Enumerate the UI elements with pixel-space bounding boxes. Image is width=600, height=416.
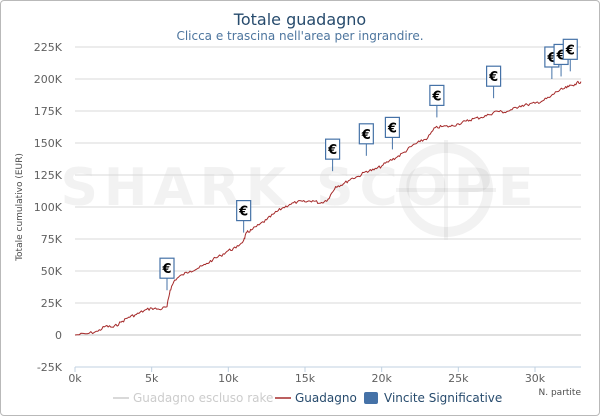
x-tick-label: 15k [295,372,316,385]
y-axis: -25K 0 25K 50K 75K 100K 125K 150K 175K 200K 225K [34,41,63,374]
y-tick-label: 100K [34,201,63,214]
grid-lines [75,46,581,368]
euro-icon: € [488,70,498,85]
x-tick-label: 20k [371,372,392,385]
watermark-scope-icon [396,140,496,240]
chart-subtitle: Clicca e trascina nell'area per ingrandi… [176,29,423,43]
euro-icon: € [361,128,371,143]
y-tick-label: 75K [41,233,63,246]
legend-item-guadagno[interactable]: Guadagno [275,391,357,405]
series-line-guadagno[interactable] [74,80,582,336]
euro-icon: € [387,121,397,136]
significant-win-marker[interactable]: € [236,200,252,233]
euro-icon: € [556,48,566,63]
y-tick-label: 225K [34,41,63,54]
legend-label: Guadagno escluso rake [133,391,273,405]
euro-icon: € [238,205,248,220]
significant-win-marker[interactable]: € [325,138,341,172]
y-tick-label: 50K [41,265,63,278]
x-axis-title: N. partite [539,388,582,398]
euro-icon: € [431,89,441,104]
x-tick-label: 30k [525,372,546,385]
x-axis: 0k 5k 10k 15k 20k 25k 30k [68,366,581,385]
euro-icon: € [161,262,171,277]
legend-symbol [364,392,378,404]
y-tick-label: 150K [34,137,63,150]
y-axis-title: Totale cumulativo (EUR) [15,153,25,262]
y-tick-label: 0 [55,329,62,342]
x-tick-label: 0k [68,372,82,385]
y-tick-label: 125K [34,169,63,182]
x-tick-label: 5k [145,372,159,385]
legend-label: Vincite Significative [384,391,502,405]
legend-label: Guadagno [295,391,357,405]
significant-win-marker[interactable]: € [429,84,445,118]
y-tick-label: -25K [37,361,63,374]
y-tick-label: 175K [34,105,63,118]
y-tick-label: 200K [34,73,63,86]
significant-win-marker[interactable]: € [562,38,578,72]
euro-icon: € [565,43,575,58]
chart-title: Totale guadagno [233,10,366,29]
watermark: SHARK SCOPE [60,158,539,218]
significant-win-marker[interactable]: € [486,65,502,99]
legend[interactable]: Guadagno escluso rake Guadagno Vincite Sig… [113,391,502,405]
euro-icon: € [327,143,337,158]
significant-win-marker[interactable]: € [358,123,374,156]
y-tick-label: 25K [41,297,63,310]
significant-win-marker[interactable]: € [159,257,175,291]
significant-win-marker[interactable]: € [384,116,400,150]
series-layer [74,80,582,336]
legend-item-guadagno-escluso-rake[interactable]: Guadagno escluso rake [113,391,273,405]
euro-icon: € [546,51,556,66]
x-tick-label: 10k [218,372,239,385]
markers-layer[interactable]: €€€€ €€€€ € € [159,38,578,291]
legend-item-vincite-significative[interactable]: Vincite Significative [364,391,502,405]
x-tick-label: 25k [448,372,469,385]
